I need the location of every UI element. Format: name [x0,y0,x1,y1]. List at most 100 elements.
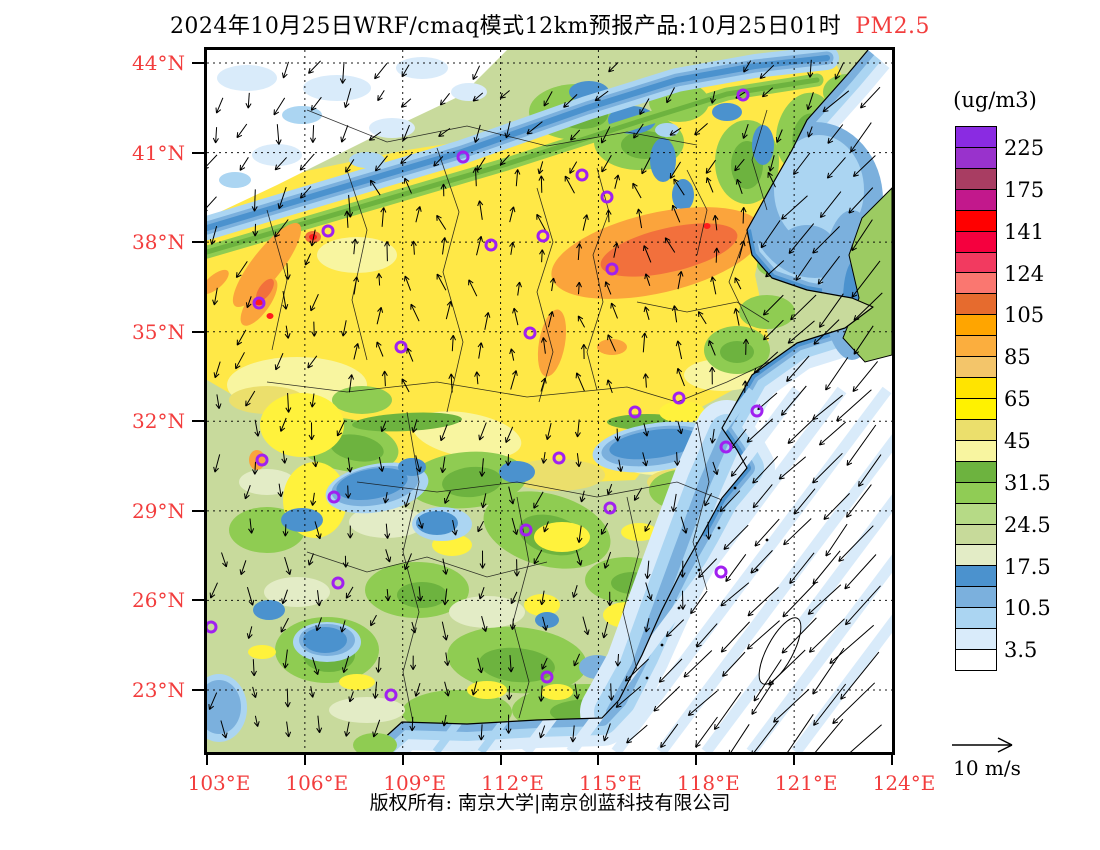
city-marker [736,88,750,102]
y-axis-label: 44°N [132,51,185,75]
colorbar-tick-label: 124 [1004,261,1045,286]
colorbar-cell [955,628,997,651]
wind-scale-arrow [952,737,1013,753]
city-marker [605,262,619,276]
colorbar-tick-label: 105 [1004,303,1045,328]
x-axis-label: 112°E [481,771,544,795]
colorbar-tick-label: 225 [1004,135,1045,160]
x-axis-label: 115°E [579,771,642,795]
colorbar-cell [955,439,997,462]
x-tick [793,753,796,765]
y-axis-label: 26°N [132,588,185,613]
city-marker [600,190,614,204]
colorbar-tick-label: 24.5 [1004,512,1051,537]
y-axis-label: 29°N [132,498,185,523]
x-axis-label: 109°E [383,771,447,795]
colorbar-cell [955,523,997,546]
city-marker [603,501,617,515]
city-marker [255,453,269,467]
colorbar-tick-label: 65 [1004,387,1031,412]
colorbar-cell [955,418,997,441]
colorbar-cell [955,544,997,567]
y-axis-label: 32°N [132,409,185,434]
colorbar-cell [955,649,997,671]
city-marker [384,688,398,702]
city-marker [252,296,266,310]
y-axis-label: 38°N [132,230,185,255]
city-marker [484,238,498,252]
colorbar-cell [955,251,997,274]
colorbar-cell [955,397,997,420]
colorbar-cell [955,481,997,504]
y-tick [192,599,206,602]
x-axis-label: 118°E [676,771,740,795]
colorbar-cell [955,146,997,169]
city-marker [523,326,537,340]
x-tick [206,753,208,765]
x-tick [499,753,502,765]
y-axis-label: 35°N [132,319,185,344]
colorbar [955,126,997,671]
colorbar-cell [955,314,997,337]
map-title: 2024年10月25日WRF/cmaq模式12km预报产品:10月25日01时 P… [0,8,1100,40]
wind-scale-label: 10 m/s [953,756,1021,780]
copyright-text: 版权所有: 南京大学|南京创蓝科技有限公司 [369,792,731,814]
city-marker [552,451,566,465]
colorbar-cell [955,230,997,253]
city-marker [394,340,408,354]
x-axis-label: 103°E [187,771,251,795]
colorbar-tick-label: 31.5 [1004,470,1051,495]
x-tick [303,753,306,765]
colorbar-cell [955,502,997,525]
x-axis-label: 124°E [872,771,936,795]
colorbar-cell [955,377,997,399]
city-marker [672,391,686,405]
colorbar-unit-label: (ug/m3) [953,88,1037,112]
x-tick [401,753,404,765]
colorbar-cell [955,293,997,316]
colorbar-tick-label: 10.5 [1004,596,1051,621]
city-marker [321,224,335,238]
y-tick [192,509,206,512]
forecast-map [207,50,892,752]
x-axis-label: 121°E [774,771,838,795]
colorbar-tick-label: 45 [1004,428,1031,453]
y-tick [192,420,206,423]
x-tick [891,753,893,765]
city-marker [456,150,470,164]
colorbar-cell [955,188,997,211]
colorbar-cell [955,460,997,483]
city-marker [714,565,728,579]
y-axis-label: 23°N [132,678,185,702]
y-axis-label: 41°N [132,140,185,165]
y-tick [192,151,206,154]
colorbar-cell [955,607,997,630]
y-tick [192,241,206,244]
city-marker [536,229,550,243]
city-marker [540,670,554,684]
city-marker [575,168,589,182]
colorbar-cell [955,167,997,190]
city-marker [719,440,733,454]
colorbar-tick-label: 141 [1004,219,1045,244]
colorbar-tick-label: 3.5 [1004,638,1038,663]
y-tick [192,689,206,691]
colorbar-cell [955,356,997,379]
title-pollutant-label: PM2.5 [855,14,931,39]
colorbar-cell [955,586,997,609]
y-tick [192,62,206,64]
title-text: 2024年10月25日WRF/cmaq模式12km预报产品:10月25日01时 [169,14,842,39]
city-marker [750,404,764,418]
x-tick [597,753,600,765]
city-marker [519,523,533,537]
city-marker [331,576,345,590]
x-axis-label: 106°E [285,771,349,795]
colorbar-cell [955,335,997,358]
colorbar-cell [955,272,997,295]
y-tick [192,330,206,333]
city-marker [628,405,642,419]
colorbar-cell [955,209,997,232]
colorbar-cell [955,565,997,588]
colorbar-cell [955,126,997,148]
